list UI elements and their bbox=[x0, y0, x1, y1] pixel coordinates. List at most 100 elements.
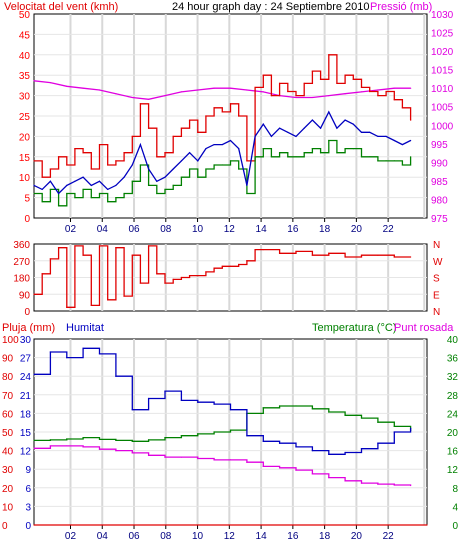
gust-series-point bbox=[197, 131, 199, 133]
humidity-series-point bbox=[49, 351, 51, 353]
humidity-series-point bbox=[131, 409, 133, 411]
gust-series-point bbox=[164, 152, 166, 154]
pressure-series-point bbox=[82, 87, 84, 89]
wind-direction-series-point bbox=[33, 293, 35, 295]
pressure-series-point bbox=[148, 98, 150, 100]
temperature-series bbox=[34, 405, 412, 442]
average-wind-series-point bbox=[311, 148, 313, 150]
temperature-series-point bbox=[377, 421, 379, 423]
y-left-tick-label: 25 bbox=[19, 112, 31, 123]
wind-series-point bbox=[131, 164, 133, 166]
temperature-humidity-panel: 02 04 06 08 10 12 14 16 18 20 22010203040506070809… bbox=[2, 322, 458, 542]
wind-direction-series-point bbox=[213, 267, 215, 269]
y-left-tick-label: 35 bbox=[19, 71, 31, 82]
temperature-scale-label: 28 bbox=[447, 391, 459, 402]
average-wind-series-point bbox=[197, 176, 199, 178]
wind-series-point bbox=[369, 131, 371, 133]
temperature-series-point bbox=[311, 408, 313, 410]
pressure-series-point bbox=[33, 80, 35, 82]
gust-series-point bbox=[131, 135, 133, 137]
dewpoint-series-point bbox=[82, 446, 84, 448]
gust-series-point bbox=[90, 168, 92, 170]
average-wind-series-point bbox=[98, 192, 101, 195]
average-wind-series-point bbox=[188, 168, 191, 170]
wind-direction-series-point bbox=[172, 278, 174, 280]
compass-point-label: E bbox=[433, 290, 440, 301]
wind-series-point bbox=[115, 184, 117, 186]
wind-direction-series-point bbox=[197, 275, 199, 277]
y-right-tick-label: 1020 bbox=[431, 47, 454, 58]
wind-series-point bbox=[66, 184, 68, 186]
temperature-series-point bbox=[82, 436, 84, 439]
x-axis-tick-label: 08 bbox=[160, 531, 172, 542]
y-right-tick-label: 1015 bbox=[431, 66, 454, 77]
temperature-series-point bbox=[98, 438, 101, 441]
wind-series-point bbox=[229, 139, 232, 142]
gust-series-point bbox=[148, 127, 150, 129]
dewpoint-series-point bbox=[197, 457, 199, 460]
wind-series-point bbox=[352, 123, 354, 125]
dewpoint-series-point bbox=[410, 484, 412, 487]
wind-series-point bbox=[270, 135, 273, 137]
wind-direction-series-point bbox=[311, 254, 313, 256]
gust-series-point bbox=[213, 107, 215, 109]
average-wind-series-point bbox=[57, 205, 60, 207]
average-wind-series-point bbox=[131, 180, 133, 182]
temperature-scale-label: 32 bbox=[447, 372, 459, 383]
gust-series-point bbox=[139, 103, 142, 105]
rain-humidity-scale-label: 40 bbox=[2, 447, 14, 458]
gust-series-point bbox=[401, 107, 404, 109]
temperature-axis-title: Temperatura (°C) bbox=[312, 322, 396, 334]
dewpoint-series-point bbox=[66, 445, 68, 447]
dewpoint-series-point bbox=[229, 459, 232, 461]
gust-series-point bbox=[33, 160, 35, 162]
humidity-series-point bbox=[410, 427, 412, 429]
rain-scale-label: 18 bbox=[20, 409, 32, 420]
wind-series-point bbox=[311, 119, 313, 121]
y-right-axis-title: Pressió (mb) bbox=[370, 1, 432, 13]
pressure-series-point bbox=[360, 91, 363, 93]
compass-point-label: N bbox=[433, 240, 440, 251]
rain-series-point bbox=[33, 524, 35, 526]
gust-series-point bbox=[385, 90, 387, 93]
wind-series-point bbox=[246, 184, 248, 186]
gust-series-point bbox=[221, 111, 223, 113]
wind-series-point bbox=[49, 180, 51, 182]
humidity-series-point bbox=[148, 397, 150, 400]
gust-series-point bbox=[311, 70, 313, 72]
average-wind-series-point bbox=[385, 160, 387, 162]
wind-direction-series-point bbox=[131, 254, 133, 256]
x-axis-tick-label: 12 bbox=[224, 531, 236, 542]
direction-degree-label: 180 bbox=[13, 274, 30, 285]
average-wind-series-point bbox=[336, 152, 338, 154]
compass-point-label: S bbox=[433, 274, 440, 285]
wind-direction-series-point bbox=[156, 273, 158, 275]
wind-direction-series-point bbox=[262, 248, 264, 251]
pressure-series-point bbox=[393, 87, 395, 89]
rain-humidity-scale-label: 10 bbox=[2, 502, 14, 513]
dewpoint-series-point bbox=[246, 461, 248, 463]
wind-series-point bbox=[180, 160, 182, 162]
dewpoint-series-point bbox=[98, 448, 101, 450]
wind-direction-series-point bbox=[49, 258, 51, 260]
y-left-tick-label: 10 bbox=[19, 173, 31, 184]
wind-direction-series-point bbox=[229, 265, 232, 267]
humidity-series-point bbox=[344, 451, 346, 454]
wind-direction-series-point bbox=[66, 306, 68, 308]
rain-humidity-scale-label: 50 bbox=[2, 428, 14, 439]
dewpoint-series-point bbox=[180, 456, 182, 458]
wind-direction-series-point bbox=[98, 245, 101, 247]
average-wind-series-point bbox=[74, 197, 76, 199]
wind-direction-series-point bbox=[295, 250, 297, 253]
rain-humidity-scale-label: 20 bbox=[2, 484, 14, 495]
x-axis-tick-label: 20 bbox=[351, 531, 363, 542]
wind-direction-series-point bbox=[107, 299, 109, 301]
rain-axis-title: Pluja (mm) bbox=[2, 322, 55, 334]
gust-series-point bbox=[279, 82, 281, 84]
gust-series-point bbox=[229, 103, 232, 105]
wind-direction-series-point bbox=[82, 254, 84, 256]
wind-series-point bbox=[238, 148, 240, 150]
y-right-tick-label: 990 bbox=[431, 158, 448, 169]
wind-series-point bbox=[148, 168, 150, 170]
chart-title: 24 hour graph day : 24 Septiembre 2010 bbox=[172, 1, 370, 13]
